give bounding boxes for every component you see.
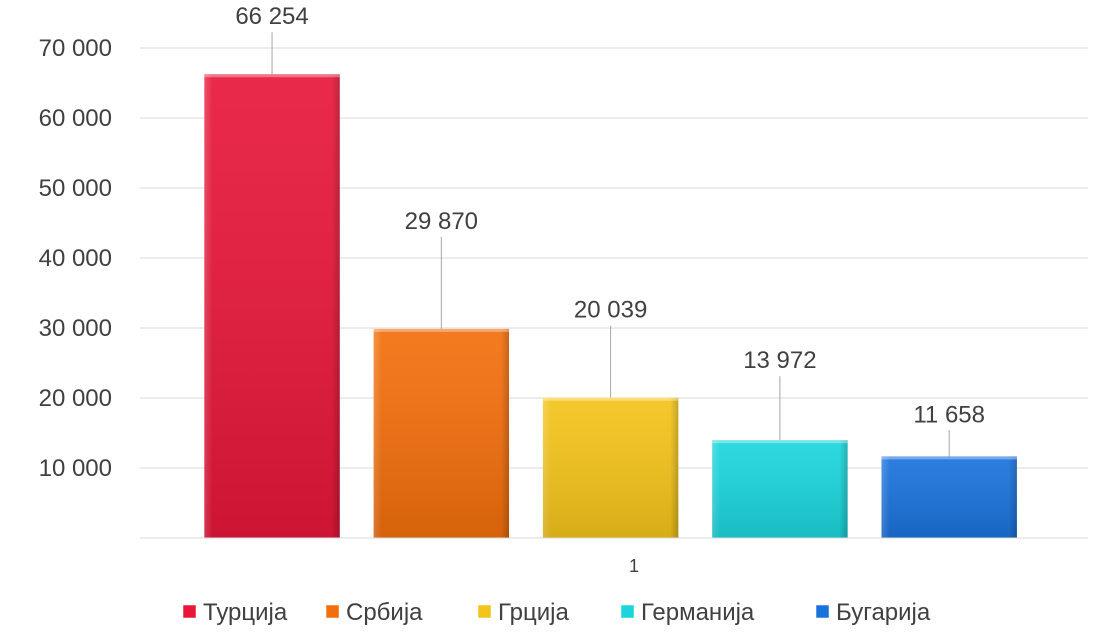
data-label: 29 870 [405, 208, 478, 235]
y-tick-label: 50 000 [39, 175, 112, 202]
bar-shade [373, 328, 510, 538]
data-labels: 66 254 29 870 20 039 13 972 11 658 [235, 3, 985, 428]
legend-label: Србија [346, 599, 423, 626]
legend-label: Грција [498, 599, 569, 626]
legend-swatch [477, 604, 492, 619]
bar-5 [881, 456, 1017, 538]
legend-item-5: Бугарија [815, 599, 931, 626]
legend-swatch [620, 604, 635, 619]
bar-top-highlight [204, 74, 340, 78]
bar-3 [542, 397, 679, 538]
y-tick-label: 30 000 [39, 315, 112, 342]
data-label: 20 039 [574, 297, 647, 324]
bar-2 [373, 328, 510, 538]
bar-shade [204, 74, 340, 539]
y-tick-label: 20 000 [39, 385, 112, 412]
bars [204, 74, 1017, 539]
legend-item-3: Грција [477, 599, 569, 626]
leader-lines [271, 32, 950, 457]
y-tick-label: 60 000 [39, 105, 112, 132]
x-tick-label: 1 [629, 556, 639, 576]
bar-4 [712, 440, 848, 538]
bar-top-highlight [373, 328, 510, 332]
legend-swatch [325, 604, 340, 619]
y-tick-label: 40 000 [39, 245, 112, 272]
bar-top-highlight [881, 456, 1017, 460]
bar-1 [204, 74, 340, 539]
legend-label: Турција [203, 599, 288, 626]
legend-swatch [182, 604, 197, 619]
y-axis: 10 000 20 000 30 000 40 000 50 000 60 000 70 0… [39, 35, 112, 482]
legend-item-2: Србија [325, 599, 423, 626]
bar-top-highlight [712, 440, 848, 444]
y-tick-label: 70 000 [39, 35, 112, 62]
bar-top-highlight [542, 397, 679, 401]
y-tick-label: 10 000 [39, 455, 112, 482]
legend-label: Бугарија [836, 599, 931, 626]
data-label: 13 972 [743, 347, 816, 374]
legend-item-4: Германија [620, 599, 755, 626]
bar-shade [542, 397, 679, 538]
data-label: 11 658 [913, 401, 985, 428]
legend-swatch [815, 604, 830, 619]
legend-label: Германија [641, 599, 755, 626]
legend: Турција Србија Грција Германија Бугарија [182, 599, 931, 626]
data-label: 66 254 [235, 3, 308, 30]
x-axis: 1 [629, 556, 639, 576]
bar-shade [712, 440, 848, 538]
bar-shade [881, 456, 1017, 538]
legend-item-1: Турција [182, 599, 288, 626]
